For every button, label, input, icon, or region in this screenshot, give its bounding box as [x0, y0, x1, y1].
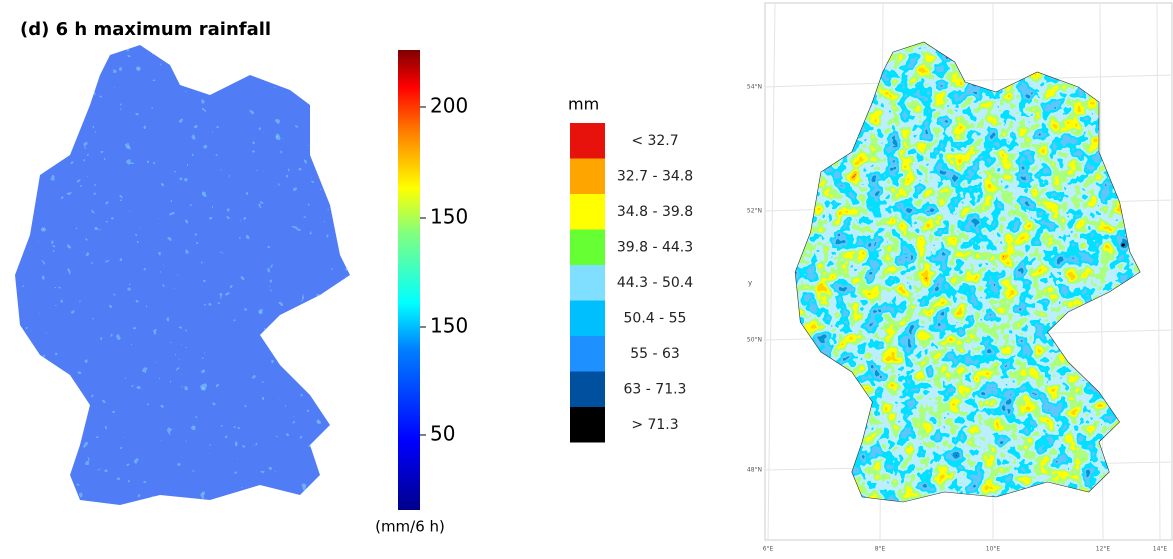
legend-swatch [570, 159, 605, 195]
y-axis-label: y [748, 279, 752, 287]
lat-label: 48°N [747, 467, 762, 474]
legend-label: 34.8 - 39.8 [617, 204, 693, 220]
legend-title: mm [568, 95, 599, 114]
figure: (d) 6 h maximum rainfall 200 150 150 50 (mm… [0, 0, 1173, 559]
lat-label: 52°N [747, 208, 762, 215]
colorbar-tick-label: 150 [430, 205, 468, 229]
legend-swatch [570, 194, 605, 230]
legend-label: > 71.3 [631, 417, 678, 433]
lat-label: 50°N [747, 337, 762, 344]
colorbar-tick-label: 150 [430, 314, 468, 338]
legend-label: 32.7 - 34.8 [617, 169, 693, 185]
legend-swatch [570, 230, 605, 266]
legend-label: 55 - 63 [630, 346, 680, 362]
legend-swatch [570, 336, 605, 372]
rainfall-map [0, 40, 360, 520]
legend-swatch [570, 372, 605, 408]
legend-label: 63 - 71.3 [624, 382, 687, 398]
title: (d) 6 h maximum rainfall [20, 19, 271, 40]
lon-label: 12°E [1096, 546, 1111, 553]
colorbar-unit: (mm/6 h) [375, 518, 445, 536]
colorbar [398, 50, 420, 510]
colorbar-tick-label: 50 [430, 422, 455, 446]
lon-label: 10°E [986, 546, 1001, 553]
lon-label: 8°E [875, 546, 886, 553]
lat-label: 54°N [747, 84, 762, 91]
legend-swatch [570, 301, 605, 337]
legend-swatch [570, 123, 605, 159]
lon-label: 14°E [1153, 546, 1168, 553]
legend-label: < 32.7 [631, 133, 678, 149]
legend-swatch [570, 265, 605, 301]
legend-label: 50.4 - 55 [624, 311, 687, 327]
legend-swatch [570, 407, 605, 443]
lon-label: 6°E [763, 546, 774, 553]
legend-label: 39.8 - 44.3 [617, 240, 693, 256]
colorbar-tick-label: 200 [430, 94, 468, 118]
legend-label: 44.3 - 50.4 [617, 275, 693, 291]
